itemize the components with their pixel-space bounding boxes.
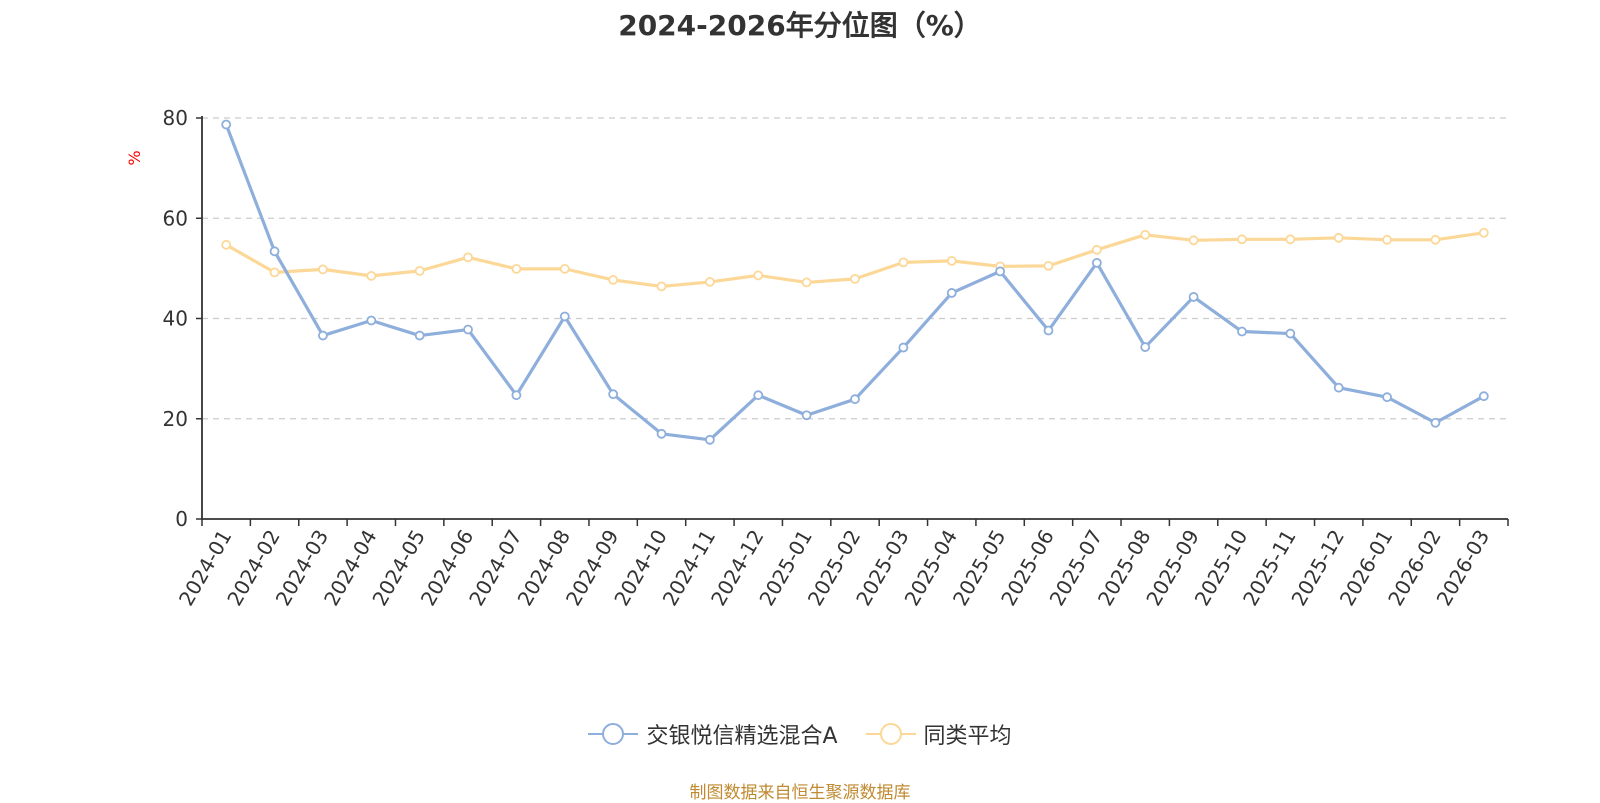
axes: 0204060802024-012024-022024-032024-04202… xyxy=(163,106,1509,610)
data-point xyxy=(269,246,280,257)
y-tick-label: 80 xyxy=(163,106,188,130)
data-point xyxy=(366,315,377,326)
data-point xyxy=(221,239,232,250)
data-point xyxy=(850,394,860,405)
data-point xyxy=(704,434,715,445)
legend-label-peer-average: 同类平均 xyxy=(923,724,1012,749)
y-tick-label: 60 xyxy=(163,206,188,230)
y-tick-label: 0 xyxy=(175,507,188,531)
data-point xyxy=(1285,234,1296,245)
data-point xyxy=(801,410,812,421)
y-axis-label: % xyxy=(125,150,144,165)
y-tick-label: 20 xyxy=(163,407,188,431)
data-point xyxy=(656,281,667,292)
data-point xyxy=(801,277,812,288)
data-point xyxy=(1188,235,1199,246)
source-note: 制图数据来自恒生聚源数据库 xyxy=(689,783,911,803)
data-point xyxy=(1237,234,1247,245)
data-point xyxy=(995,266,1006,277)
data-point xyxy=(946,255,957,266)
data-point xyxy=(1478,391,1489,402)
data-point xyxy=(608,275,619,285)
data-point xyxy=(753,390,764,401)
legend-line-circle-icon xyxy=(588,723,639,745)
legend-line-circle-icon xyxy=(865,723,916,745)
data-point xyxy=(1285,328,1296,339)
data-point xyxy=(414,265,425,276)
data-point xyxy=(269,267,280,278)
legend-item-fund[interactable]: 交银悦信精选混合A xyxy=(588,718,838,750)
data-point xyxy=(1478,227,1489,238)
data-point xyxy=(850,274,860,284)
data-point xyxy=(463,252,473,263)
data-point xyxy=(1140,229,1151,240)
data-point xyxy=(1091,244,1102,255)
data-point xyxy=(318,264,328,275)
data-point xyxy=(1430,417,1441,428)
data-point xyxy=(559,311,570,322)
data-point xyxy=(1140,342,1151,352)
data-point xyxy=(753,270,764,281)
data-point xyxy=(559,263,570,274)
data-point xyxy=(1382,234,1392,245)
data-point xyxy=(318,330,328,341)
data-point xyxy=(1188,292,1199,302)
y-tick-label: 40 xyxy=(163,307,188,331)
data-point xyxy=(511,390,522,401)
data-point xyxy=(946,288,957,298)
data-point xyxy=(221,119,232,130)
data-point xyxy=(1382,392,1392,403)
data-point xyxy=(1091,257,1102,268)
chart-title: 2024-2026年分位图（%） xyxy=(618,9,982,42)
data-point xyxy=(608,389,619,400)
data-point xyxy=(656,428,667,439)
data-point xyxy=(414,330,425,341)
data-point xyxy=(1430,234,1441,245)
grid-lines xyxy=(202,117,1508,420)
data-point xyxy=(1237,326,1247,337)
legend: 交银悦信精选混合A 同类平均 xyxy=(0,718,1600,750)
data-point xyxy=(704,277,715,287)
series-lines xyxy=(221,119,1489,445)
data-point xyxy=(511,263,522,274)
data-point xyxy=(366,270,377,281)
data-point xyxy=(1333,232,1344,243)
data-point xyxy=(463,324,473,335)
data-point xyxy=(1333,382,1344,393)
legend-label-fund: 交银悦信精选混合A xyxy=(646,724,838,749)
data-point xyxy=(1043,325,1054,336)
legend-item-peer-average[interactable]: 同类平均 xyxy=(865,718,1012,750)
data-point xyxy=(898,257,909,268)
data-point xyxy=(898,342,909,353)
data-point xyxy=(1043,260,1054,271)
